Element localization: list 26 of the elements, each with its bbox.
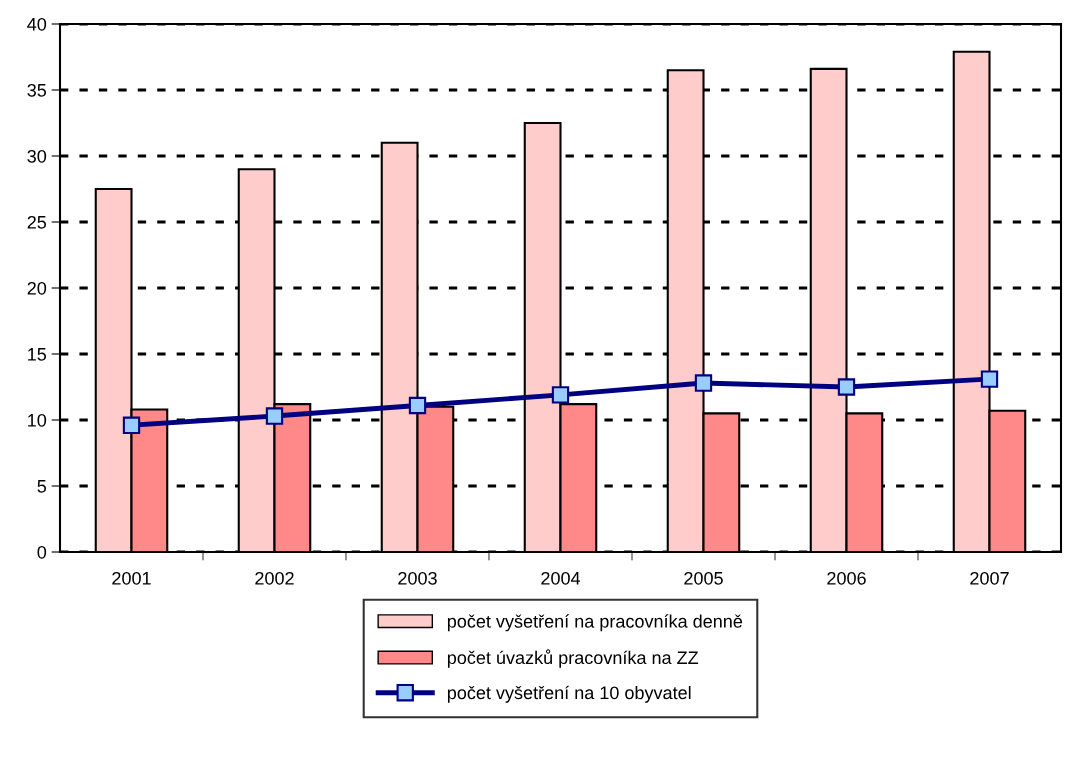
y-tick-label: 5 — [37, 480, 47, 493]
y-tick-label: 0 — [37, 545, 47, 559]
x-tick-label: 2004 — [541, 571, 581, 585]
y-tick-label: 35 — [27, 83, 47, 97]
point — [551, 386, 570, 404]
legend-label: počet vyšetření na pracovníka denně — [447, 614, 743, 632]
x-tick-label: 2005 — [684, 571, 723, 585]
legend-label: počet vyšetření na 10 obyvatel — [447, 685, 691, 703]
y-tick-label: 10 — [28, 413, 47, 427]
point — [122, 416, 141, 434]
point — [265, 407, 284, 425]
point — [980, 370, 999, 388]
x-tick-label: 2006 — [827, 571, 866, 585]
y-tick-label: 30 — [27, 149, 47, 163]
x-tick-label: 2003 — [398, 571, 437, 585]
x-tick-label: 2007 — [970, 571, 1009, 585]
y-tick-label: 20 — [27, 281, 47, 295]
y-tick-label: 15 — [28, 348, 47, 361]
y-tick-label: 40 — [27, 17, 47, 31]
x-tick-label: 2001 — [112, 571, 151, 585]
point — [694, 374, 713, 392]
y-tick-label: 25 — [27, 215, 47, 229]
point — [837, 378, 856, 396]
point — [408, 396, 427, 415]
x-tick-label: 2002 — [255, 571, 294, 585]
legend-label: počet úvazků pracovníka na ZZ — [447, 649, 699, 668]
